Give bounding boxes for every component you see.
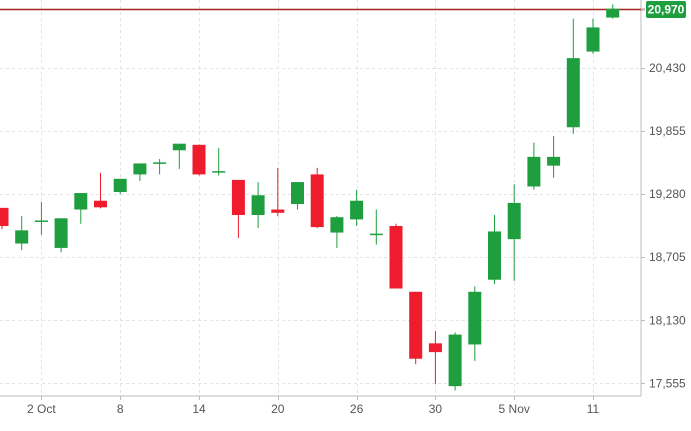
- candle: [231, 179, 245, 239]
- candle: [606, 4, 620, 19]
- candle: [448, 332, 462, 391]
- candle-body: [488, 231, 501, 280]
- current-price-tag-background: [646, 1, 686, 18]
- candle-body: [133, 163, 147, 175]
- candle: [507, 184, 521, 281]
- candle-body: [468, 291, 482, 345]
- current-price-tag: 20,970: [646, 1, 686, 18]
- candle: [547, 136, 561, 178]
- candle: [488, 215, 501, 285]
- candle: [566, 18, 580, 134]
- y-tick-label: 20,430: [649, 61, 686, 75]
- candle: [54, 218, 68, 253]
- candle-body: [34, 220, 48, 222]
- candle-body: [369, 233, 383, 236]
- candle: [428, 331, 442, 384]
- x-tick-label: 14: [192, 402, 206, 416]
- candle: [153, 159, 167, 175]
- x-tick-label: 11: [587, 402, 600, 416]
- candle-body: [291, 182, 304, 205]
- candle: [34, 201, 48, 235]
- candle: [586, 18, 600, 54]
- candle: [113, 178, 127, 195]
- y-tick-labels: 17,555 18,130 18,705 19,280 19,855 20,430 20,9…: [641, 2, 686, 390]
- candle: [291, 182, 304, 210]
- candle-body: [428, 343, 442, 353]
- candle: [330, 216, 344, 248]
- candle-body: [389, 225, 403, 289]
- candle-body: [153, 162, 167, 164]
- candle-body: [15, 230, 29, 244]
- candle-body: [251, 195, 265, 216]
- x-tick-label: 5 Nov: [499, 402, 530, 416]
- candle-body: [330, 217, 344, 233]
- candle: [192, 144, 206, 176]
- y-tick-label: 18,705: [649, 250, 686, 264]
- x-tick-label: 20: [271, 402, 285, 416]
- candle-body: [547, 156, 561, 166]
- candles-layer: [0, 4, 620, 391]
- candle: [369, 209, 383, 245]
- candle-body: [527, 156, 541, 187]
- candle: [133, 163, 147, 181]
- candle: [527, 142, 541, 190]
- candle-body: [271, 209, 285, 213]
- candle: [251, 182, 265, 229]
- candle-body: [409, 291, 423, 359]
- candle: [212, 148, 226, 176]
- current-price-label: 20,970: [648, 3, 685, 17]
- y-tick-label: 19,855: [649, 124, 686, 138]
- x-tick-label: 26: [350, 402, 364, 416]
- candle: [409, 291, 423, 365]
- candle-body: [172, 143, 186, 151]
- candle-body: [507, 202, 521, 240]
- candle-body: [212, 171, 226, 173]
- candle-body: [113, 178, 127, 192]
- candle-body: [566, 58, 580, 128]
- y-tick-label: 18,130: [649, 313, 686, 327]
- x-tick-labels: 2 Oct 8 14 20 26 30 5 Nov 11: [27, 396, 600, 416]
- candle: [94, 172, 107, 209]
- candle: [310, 167, 324, 229]
- candle: [15, 216, 29, 251]
- candle-body: [606, 8, 620, 18]
- candle-body: [310, 174, 324, 228]
- candle-body: [448, 334, 462, 387]
- candle: [271, 167, 285, 217]
- candle: [0, 207, 9, 230]
- x-tick-label: 2 Oct: [27, 402, 56, 416]
- candle: [74, 193, 88, 224]
- candle-body: [586, 27, 600, 52]
- axis-layer: [0, 0, 642, 397]
- candle: [350, 189, 364, 226]
- candle-body: [350, 200, 364, 220]
- candle-body: [231, 179, 245, 216]
- x-tick-label: 30: [429, 402, 443, 416]
- candle: [172, 143, 186, 169]
- candle-body: [54, 218, 68, 248]
- y-tick-label: 17,555: [649, 376, 686, 390]
- y-tick-label: 19,280: [649, 187, 686, 201]
- candle-body: [94, 200, 107, 208]
- candle-body: [0, 207, 9, 226]
- candle: [389, 223, 403, 289]
- candle: [468, 286, 482, 361]
- candle-body: [192, 144, 206, 175]
- x-tick-label: 8: [117, 402, 124, 416]
- candle-body: [74, 193, 88, 210]
